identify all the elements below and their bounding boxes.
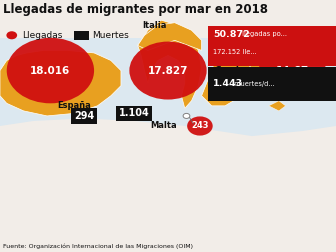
Text: Fuente: Organización Internacional de las Migraciones (OIM): Fuente: Organización Internacional de la… [3, 244, 193, 249]
Circle shape [6, 31, 17, 39]
Text: España: España [57, 101, 91, 110]
Text: Muertes: Muertes [92, 31, 129, 40]
Text: 1.443: 1.443 [213, 79, 244, 88]
Text: Llegadas de migrantes por mar en 2018: Llegadas de migrantes por mar en 2018 [3, 3, 268, 16]
Text: 18.016: 18.016 [30, 66, 71, 76]
Polygon shape [0, 38, 336, 151]
FancyBboxPatch shape [208, 67, 336, 101]
Polygon shape [138, 20, 202, 108]
Text: Malta: Malta [150, 121, 176, 131]
Text: 17.827: 17.827 [148, 66, 188, 76]
Polygon shape [0, 50, 121, 116]
Text: Grecia: Grecia [215, 66, 245, 75]
Circle shape [187, 116, 213, 136]
Polygon shape [202, 35, 255, 106]
Text: Italia: Italia [142, 21, 167, 30]
Circle shape [183, 113, 190, 118]
Text: 172.152 lle...: 172.152 lle... [213, 49, 257, 55]
Polygon shape [249, 40, 299, 96]
Text: 1.104: 1.104 [119, 108, 150, 118]
FancyBboxPatch shape [208, 26, 336, 66]
Text: muertes/d...: muertes/d... [232, 81, 275, 87]
Text: 243: 243 [191, 121, 209, 131]
Circle shape [259, 45, 326, 96]
Text: llegadas po...: llegadas po... [240, 31, 287, 37]
Circle shape [7, 38, 94, 103]
Text: Llegadas: Llegadas [22, 31, 62, 40]
FancyBboxPatch shape [74, 31, 89, 40]
Polygon shape [289, 91, 302, 101]
Polygon shape [0, 118, 336, 176]
Circle shape [129, 42, 207, 100]
Polygon shape [269, 101, 286, 111]
Text: 294: 294 [74, 111, 94, 121]
Text: 14.67: 14.67 [276, 66, 309, 76]
Polygon shape [138, 23, 202, 50]
Text: 50.872: 50.872 [213, 30, 250, 39]
